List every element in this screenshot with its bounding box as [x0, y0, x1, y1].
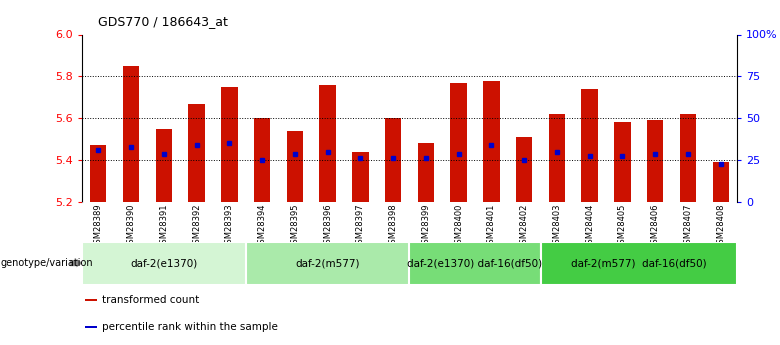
- Text: GSM28405: GSM28405: [618, 204, 627, 249]
- Bar: [647, 120, 663, 202]
- Text: percentile rank within the sample: percentile rank within the sample: [101, 322, 278, 332]
- Text: GSM28396: GSM28396: [323, 204, 332, 249]
- Text: GSM28393: GSM28393: [225, 204, 234, 249]
- Text: GSM28390: GSM28390: [126, 204, 136, 249]
- Text: GSM28398: GSM28398: [388, 204, 398, 249]
- Text: GSM28394: GSM28394: [257, 204, 267, 249]
- Bar: [155, 129, 172, 202]
- Bar: [188, 104, 204, 202]
- Text: GSM28401: GSM28401: [487, 204, 496, 249]
- Text: GSM28399: GSM28399: [421, 204, 431, 249]
- Text: GSM28392: GSM28392: [192, 204, 201, 249]
- Bar: [410, 241, 541, 285]
- Bar: [713, 162, 729, 202]
- Text: GSM28397: GSM28397: [356, 204, 365, 249]
- Bar: [614, 122, 630, 202]
- Bar: [123, 66, 139, 202]
- Text: GSM28404: GSM28404: [585, 204, 594, 249]
- Bar: [418, 143, 434, 202]
- Text: daf-2(m577)  daf-16(df50): daf-2(m577) daf-16(df50): [571, 258, 707, 268]
- Bar: [516, 137, 532, 202]
- Bar: [246, 241, 410, 285]
- Bar: [483, 80, 499, 202]
- Text: GSM28389: GSM28389: [94, 204, 103, 249]
- Text: daf-2(e1370): daf-2(e1370): [130, 258, 197, 268]
- Bar: [85, 326, 97, 328]
- Text: GDS770 / 186643_at: GDS770 / 186643_at: [98, 14, 228, 28]
- Text: GSM28408: GSM28408: [716, 204, 725, 249]
- Text: genotype/variation: genotype/variation: [1, 258, 94, 268]
- Bar: [82, 241, 246, 285]
- Bar: [385, 118, 401, 202]
- Bar: [85, 299, 97, 301]
- Bar: [679, 114, 696, 202]
- Text: daf-2(m577): daf-2(m577): [296, 258, 360, 268]
- Text: GSM28402: GSM28402: [519, 204, 529, 249]
- Text: GSM28407: GSM28407: [683, 204, 693, 249]
- Bar: [254, 118, 270, 202]
- Text: transformed count: transformed count: [101, 295, 199, 305]
- Text: GSM28400: GSM28400: [454, 204, 463, 249]
- Bar: [222, 87, 237, 202]
- Bar: [450, 82, 466, 202]
- Bar: [90, 145, 106, 202]
- Text: GSM28395: GSM28395: [290, 204, 300, 249]
- Bar: [320, 85, 335, 202]
- Bar: [352, 152, 368, 202]
- Bar: [541, 241, 737, 285]
- Bar: [549, 114, 565, 202]
- Text: GSM28403: GSM28403: [552, 204, 562, 249]
- Text: daf-2(e1370) daf-16(df50): daf-2(e1370) daf-16(df50): [407, 258, 543, 268]
- Text: GSM28391: GSM28391: [159, 204, 168, 249]
- Bar: [287, 131, 303, 202]
- Bar: [582, 89, 597, 202]
- Text: GSM28406: GSM28406: [651, 204, 660, 249]
